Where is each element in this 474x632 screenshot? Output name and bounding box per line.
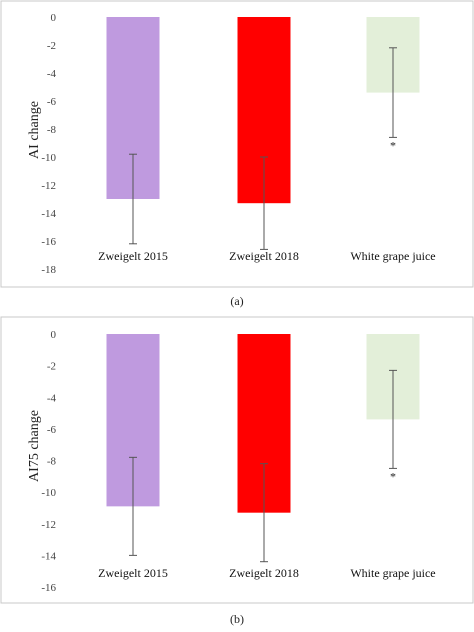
category-label: White grape juice bbox=[350, 249, 435, 263]
y-tick-label: -16 bbox=[41, 236, 56, 248]
y-tick-label: -14 bbox=[41, 550, 56, 562]
chart-a: 0 -2 -4 -6 -8 -10 -12 -14 -16 -18 * Zweigelt 2015… bbox=[0, 0, 474, 288]
y-tick-label: -10 bbox=[41, 487, 56, 499]
chart-b: 0-2-4-6-8-10-12-14-16 * Zweigelt 2015 Zwe… bbox=[0, 316, 474, 604]
chart-a-category-labels: Zweigelt 2015 Zweigelt 2018 White grape ju… bbox=[98, 249, 435, 263]
chart-a-y-axis: 0 -2 -4 -6 -8 -10 -12 -14 -16 -18 bbox=[41, 12, 56, 276]
y-tick-label: -4 bbox=[47, 68, 57, 80]
y-tick-label: -6 bbox=[47, 424, 57, 436]
chart-a-error-bars: * bbox=[129, 47, 397, 250]
y-tick-label: -4 bbox=[47, 392, 57, 404]
y-tick-label: -2 bbox=[47, 361, 56, 373]
category-label: Zweigelt 2015 bbox=[98, 249, 168, 263]
y-tick-label: 0 bbox=[51, 12, 57, 24]
y-tick-label: -10 bbox=[41, 152, 56, 164]
y-tick-label: 0 bbox=[51, 329, 57, 341]
chart-b-category-labels: Zweigelt 2015 Zweigelt 2018 White grape ju… bbox=[98, 566, 435, 580]
chart-a-y-axis-label: AI change bbox=[27, 101, 42, 159]
y-tick-label: -12 bbox=[41, 519, 56, 531]
y-tick-label: -14 bbox=[41, 208, 56, 220]
y-tick-label: -16 bbox=[41, 582, 56, 594]
chart-b-error-bars: * bbox=[129, 369, 397, 563]
y-tick-label: -8 bbox=[47, 124, 57, 136]
category-label: White grape juice bbox=[350, 566, 435, 580]
y-tick-label: -6 bbox=[47, 96, 57, 108]
significance-marker: * bbox=[390, 469, 396, 483]
significance-marker: * bbox=[390, 138, 396, 152]
chart-b-y-axis: 0 -2 -4 -6 -8 -10 -12 -14 -16 bbox=[41, 329, 56, 594]
category-label: Zweigelt 2015 bbox=[98, 566, 168, 580]
y-tick-label: -18 bbox=[41, 264, 56, 276]
y-tick-label: -2 bbox=[47, 40, 56, 52]
category-label: Zweigelt 2018 bbox=[229, 249, 299, 263]
y-tick-label: -12 bbox=[41, 180, 56, 192]
caption-b: (b) bbox=[230, 612, 244, 626]
category-label: Zweigelt 2018 bbox=[229, 566, 299, 580]
caption-a: (a) bbox=[230, 294, 244, 308]
chart-b-y-axis-label: AI75 change bbox=[27, 410, 42, 482]
y-tick-label: -8 bbox=[47, 456, 57, 468]
chart-b-bars bbox=[106, 334, 420, 513]
